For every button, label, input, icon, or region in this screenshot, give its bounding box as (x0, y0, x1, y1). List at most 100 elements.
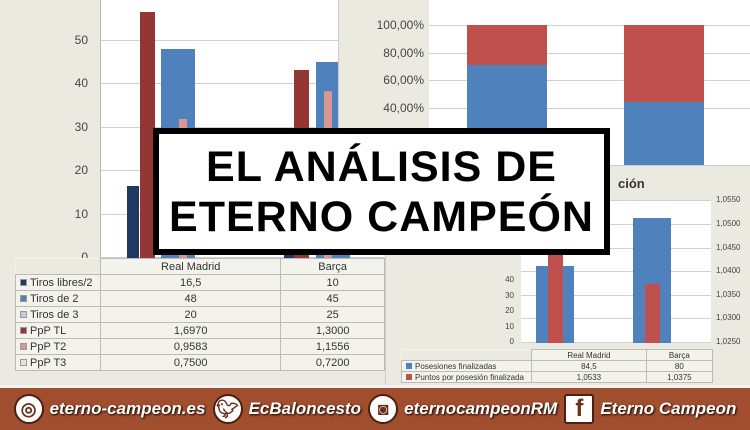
facebook-label: Eterno Campeon (600, 399, 737, 418)
col-real-madrid: Real Madrid (99, 258, 282, 275)
col-barca: Barça (280, 258, 385, 275)
y2-tick-label: 1,0400 (716, 266, 741, 276)
y-tick-label: 40 (505, 275, 514, 284)
gridline (429, 107, 750, 109)
gridline (521, 200, 711, 202)
table-row: Tiros de 3 20 25 (15, 306, 385, 323)
y-tick-label: 100,00% (376, 18, 424, 32)
y2-tick-label: 1,0250 (716, 337, 741, 346)
website-label: eterno-campeon.es (49, 399, 206, 418)
series-label: Tiros libres/2 (15, 274, 101, 291)
cell-value: 48 (99, 290, 282, 307)
legend-swatch (406, 373, 412, 380)
cell-value: 1,0375 (645, 371, 714, 383)
gridline (101, 83, 390, 84)
gridline (429, 25, 750, 26)
series-label: Posesiones finalizadas (401, 360, 532, 372)
cell-value: 0,7200 (280, 354, 385, 371)
facebook-icon: f (564, 394, 595, 424)
chrome-icon: ◎ (13, 394, 44, 424)
instagram-link[interactable]: ◙ eternocampeonRM (368, 394, 557, 424)
cell-value: 25 (280, 306, 385, 323)
gridline (521, 294, 711, 296)
cell-value: 84,5 (531, 360, 647, 372)
cell-value: 1,0533 (531, 371, 647, 383)
twitter-link[interactable]: 🐦︎ EcBaloncesto (212, 394, 362, 424)
website-link[interactable]: ◎ eterno-campeon.es (13, 394, 206, 424)
title-line-1: EL ANÁLISIS DE (206, 142, 557, 191)
y-tick-label: 50 (74, 32, 88, 47)
gridline (521, 342, 711, 343)
y-tick-label: 0 (509, 337, 514, 346)
facebook-link[interactable]: f Eterno Campeon (564, 394, 736, 424)
gridline (101, 257, 390, 258)
legend-swatch (20, 278, 27, 286)
legend-swatch (20, 326, 27, 334)
series-name: Tiros de 2 (30, 292, 79, 305)
y-tick-label: 30 (505, 290, 514, 300)
legend-swatch (20, 358, 27, 366)
gridline (101, 39, 390, 41)
y2-tick-label: 1,0500 (716, 219, 741, 228)
legend-swatch (20, 310, 27, 318)
cell-value: 0,7500 (99, 354, 282, 371)
y-tick-label: 30 (74, 119, 88, 134)
series-label: PpP TL (15, 322, 101, 339)
table-row: Tiros libres/2 16,5 10 (15, 274, 385, 291)
gridline (521, 318, 711, 320)
gridline (521, 271, 711, 273)
cell-value: 10 (280, 274, 385, 291)
y2-tick-label: 1,0450 (716, 242, 741, 252)
bar-puntos-por-posesion (645, 284, 660, 343)
title-line-2: ETERNO CAMPEÓN (169, 192, 594, 241)
instagram-icon: ◙ (368, 394, 399, 424)
table-row: PpP T2 0,9583 1,1556 (15, 338, 385, 355)
y-tick-label: 80,00% (383, 45, 424, 60)
cell-value: 1,1556 (280, 338, 385, 355)
series-name: Puntos por posesión finalizada (415, 372, 524, 382)
gridline (429, 52, 750, 54)
cell-value: 45 (280, 290, 385, 307)
cell-value: 80 (645, 360, 714, 372)
chart-title: ción (618, 176, 645, 191)
y2-tick-label: 1,0350 (716, 289, 741, 299)
cell-value: 20 (99, 306, 282, 323)
series-name: PpP T2 (30, 340, 67, 353)
series-name: Tiros de 3 (30, 308, 79, 321)
series-label: PpP T3 (15, 354, 101, 371)
y-tick-label: 40,00% (383, 100, 424, 115)
table-row: Tiros de 2 48 45 (15, 290, 385, 307)
stacked-bar-segment (624, 25, 704, 103)
y-tick-label: 0 (81, 250, 88, 264)
y-tick-label: 10 (505, 321, 514, 331)
series-label: PpP T2 (15, 338, 101, 355)
table-row: PpP TL 1,6970 1,3000 (15, 322, 385, 339)
title-box: EL ANÁLISIS DE ETERNO CAMPEÓN (153, 128, 610, 255)
series-name: Posesiones finalizadas (415, 361, 497, 371)
series-name: Tiros libres/2 (30, 276, 93, 289)
gridline (429, 80, 750, 82)
gridline (521, 224, 711, 225)
table-row: Posesiones finalizadas 84,5 80 (401, 360, 714, 372)
table-row: Puntos por posesión finalizada 1,0533 1,03… (401, 371, 714, 383)
bar-ppp-tl (140, 12, 155, 258)
stacked-bar-segment (467, 25, 547, 66)
cell-value: 16,5 (99, 274, 282, 291)
col-barca: Barça (645, 349, 714, 361)
col-real-madrid: Real Madrid (531, 349, 647, 361)
possession-data-table: Real Madrid Barça Posesiones finalizadas 8… (401, 349, 714, 383)
series-name: PpP T3 (30, 356, 67, 369)
y-tick-label: 40 (74, 76, 88, 90)
cell-value: 1,3000 (280, 322, 385, 339)
gridline (101, 126, 390, 128)
social-footer: ◎ eterno-campeon.es 🐦︎ EcBaloncesto ◙ etern… (0, 385, 750, 430)
twitter-label: EcBaloncesto (248, 399, 362, 418)
y-tick-label: 20 (74, 163, 88, 177)
series-label: Puntos por posesión finalizada (401, 371, 532, 383)
y-tick-label: 10 (74, 206, 88, 221)
instagram-label: eternocampeonRM (404, 399, 558, 418)
cell-value: 0,9583 (99, 338, 282, 355)
gridline (521, 247, 711, 249)
legend-swatch (20, 294, 27, 302)
y-tick-label: 20 (505, 306, 514, 315)
